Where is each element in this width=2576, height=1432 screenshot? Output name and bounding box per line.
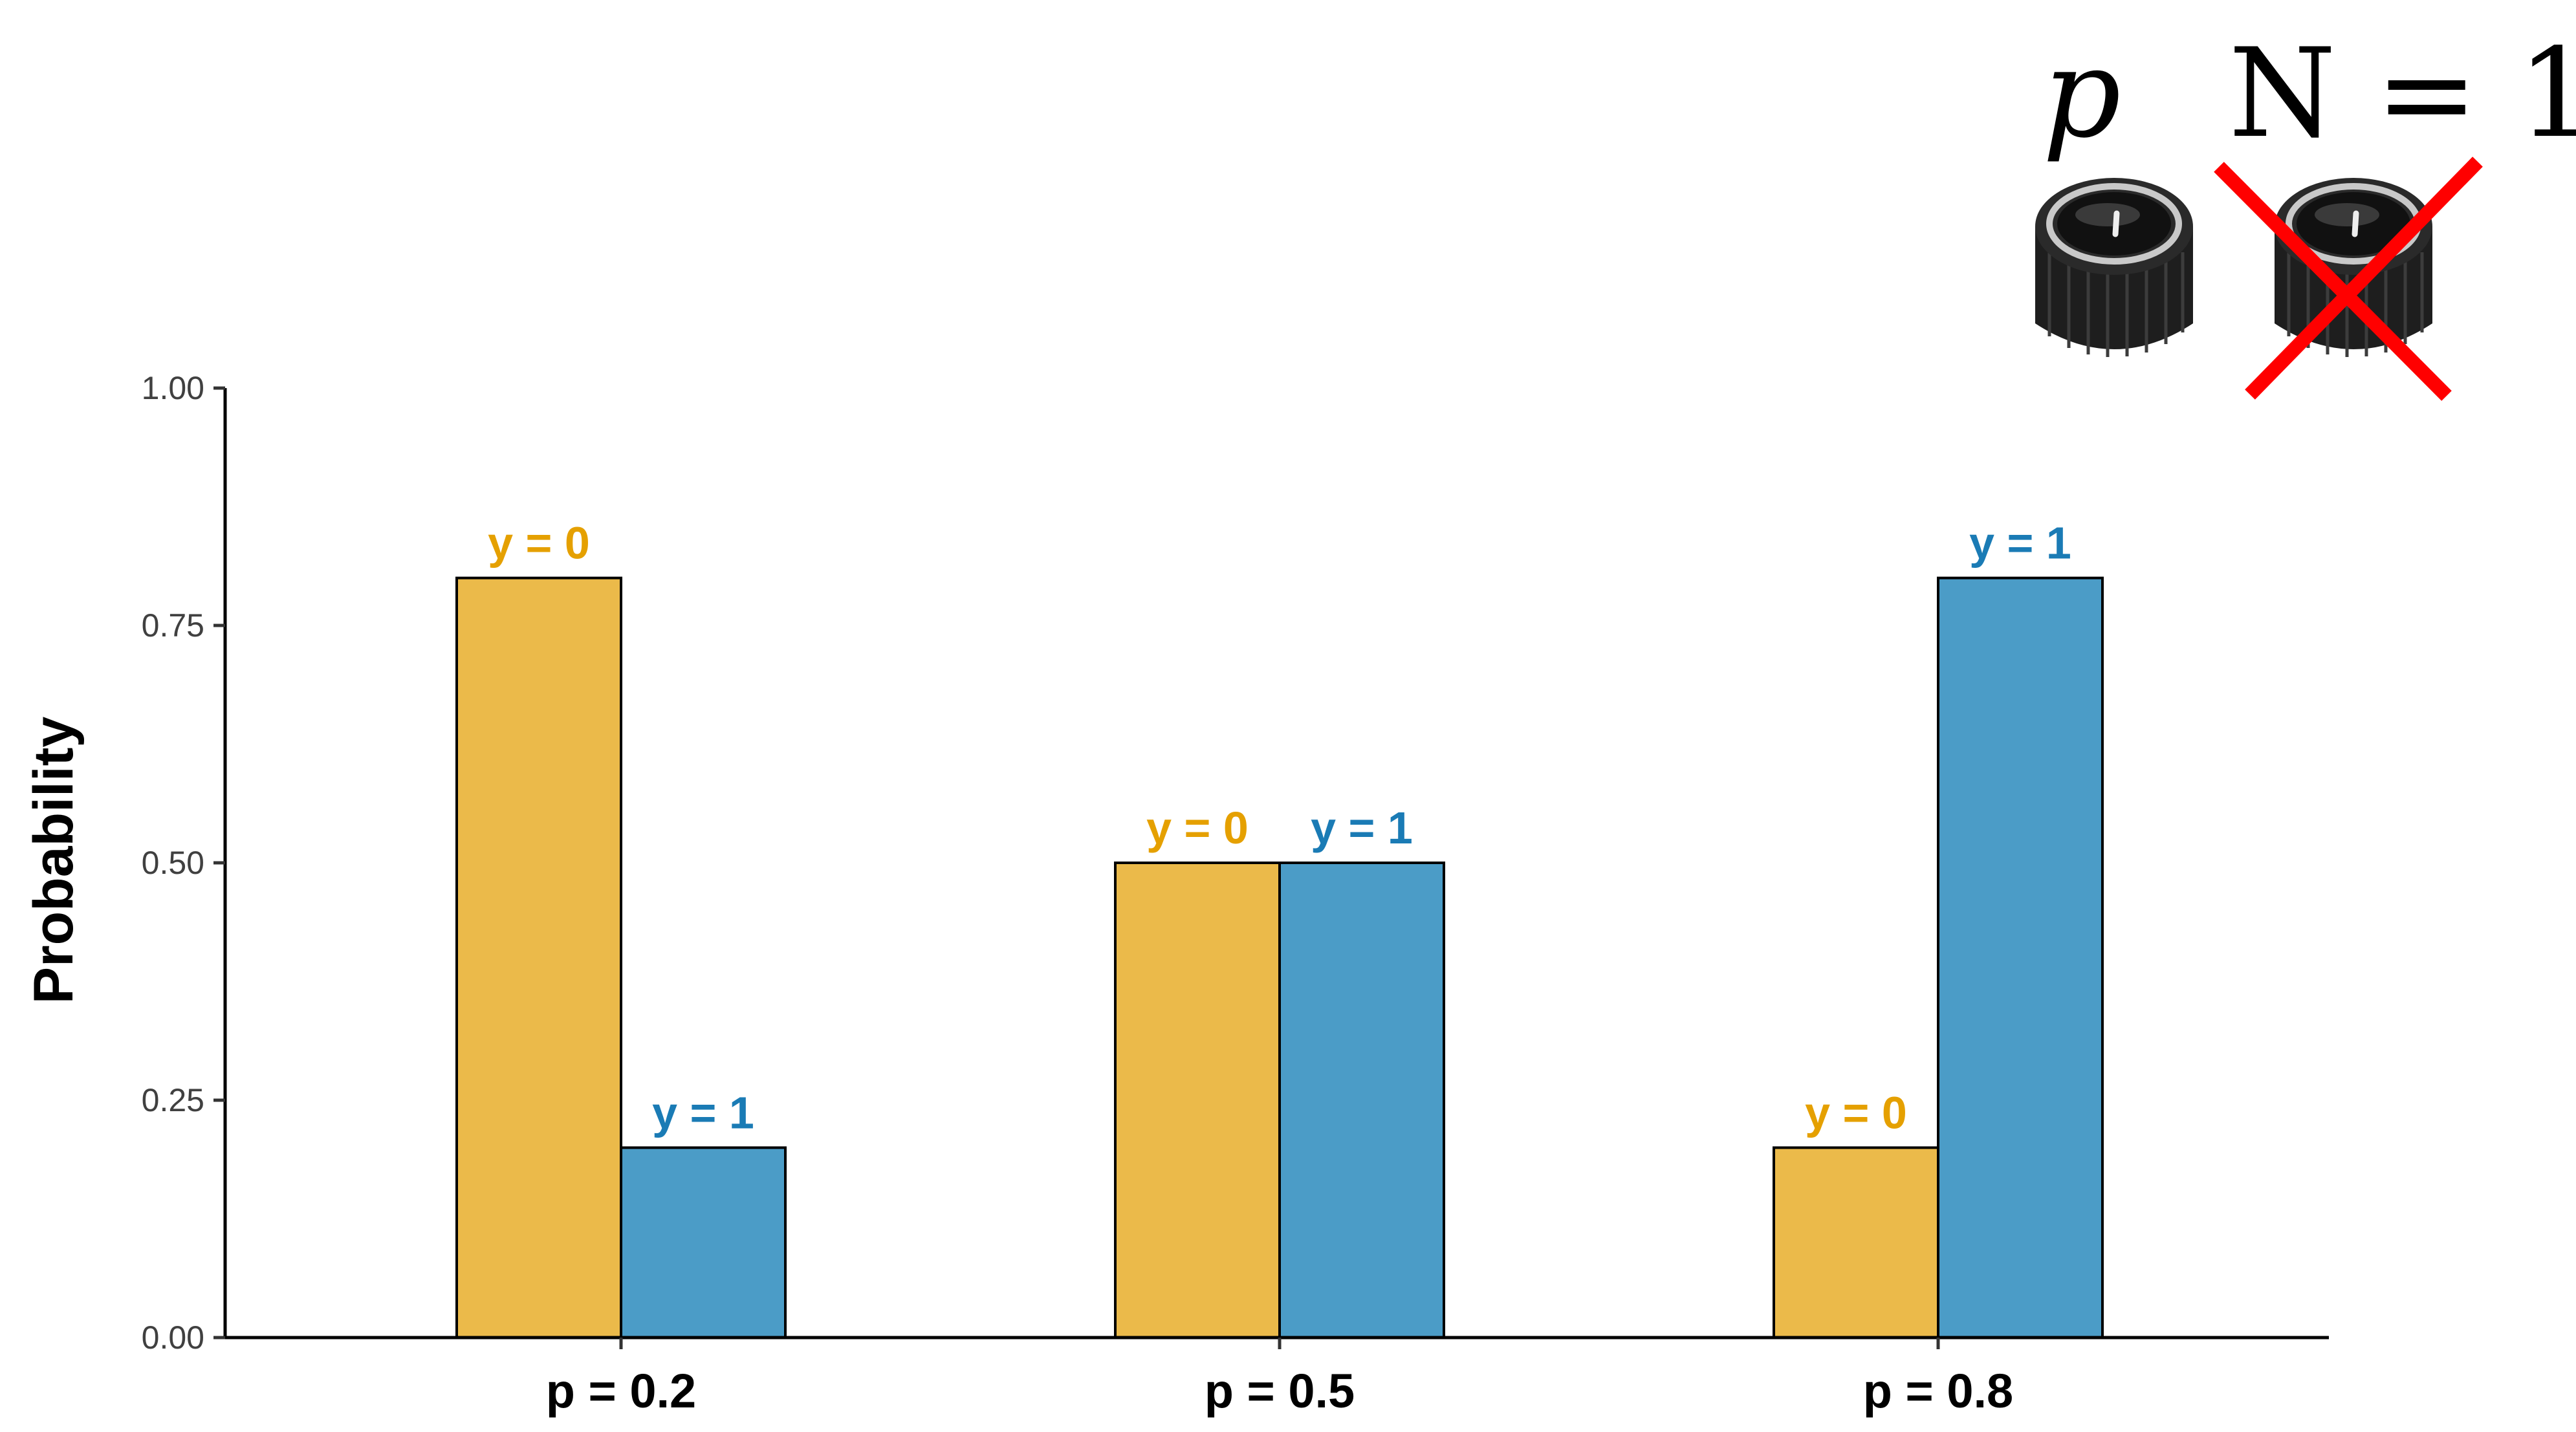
bar-y0-1 [455, 576, 622, 1339]
bar-y0-3 [1773, 1146, 1939, 1340]
y-tick-label: 0.00 [142, 1319, 204, 1356]
p-label: p [2042, 22, 2121, 165]
plot-area: y = 0 y = 1 y = 0 y = 1 y = 0 y = 1 [455, 518, 2104, 1340]
y-tick-label: 0.25 [142, 1082, 204, 1118]
parameter-annotation: p N = 1 [2035, 22, 2576, 401]
bar-label: y = 0 [488, 518, 590, 569]
y-tick-label: 0.50 [142, 845, 204, 881]
n-label: N = 1 [2229, 22, 2576, 165]
y-tick-label: 0.75 [142, 607, 204, 644]
bar-y0-2 [1114, 862, 1281, 1339]
bar-label: y = 1 [1969, 518, 2071, 569]
bar-y1-1 [620, 1146, 787, 1340]
y-axis-title: Probability [23, 717, 85, 1004]
bar-y1-3 [1937, 576, 2104, 1339]
x-axis: p = 0.2 p = 0.5 p = 0.8 [225, 1336, 2329, 1418]
bar-label: y = 1 [1311, 803, 1413, 853]
knob-icon [2275, 178, 2432, 357]
red-x-icon [2214, 157, 2483, 401]
x-tick-label: p = 0.8 [1863, 1364, 2013, 1418]
y-axis: 0.00 0.25 0.50 0.75 1.00 [142, 370, 227, 1356]
y-tick-label: 1.00 [142, 370, 204, 406]
x-tick-label: p = 0.2 [546, 1364, 696, 1418]
bar-y1-2 [1278, 862, 1445, 1339]
bar-label: y = 0 [1805, 1087, 1907, 1138]
knob-icon [2035, 178, 2193, 357]
x-tick-label: p = 0.5 [1205, 1364, 1355, 1418]
bar-label: y = 0 [1146, 803, 1249, 853]
bar-label: y = 1 [652, 1087, 754, 1138]
